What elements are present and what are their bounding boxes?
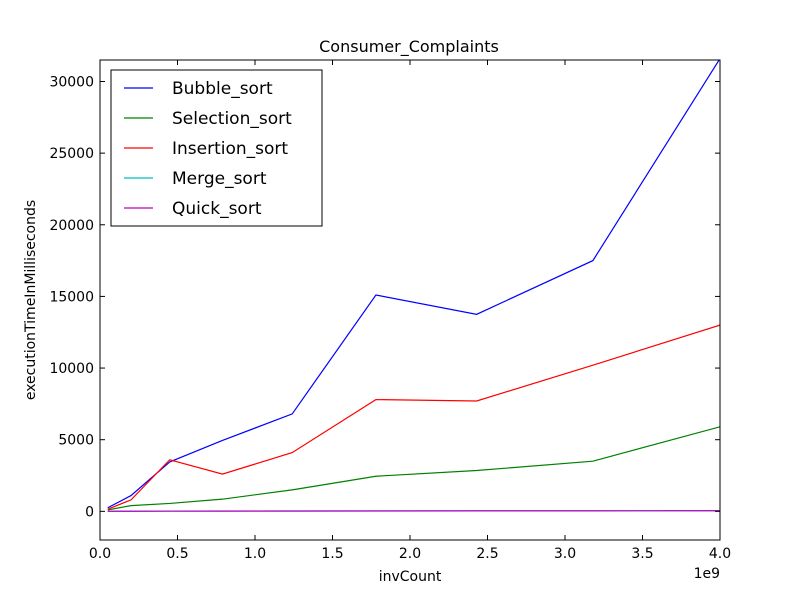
- plot-lines: [107, 60, 720, 512]
- x-tick-label: 0.5: [166, 546, 188, 562]
- series-line-quick-sort: [107, 510, 720, 512]
- series-line-bubble-sort: [107, 60, 720, 509]
- series-line-insertion-sort: [107, 324, 720, 510]
- x-axis-label: invCount: [379, 569, 442, 585]
- y-tick-label: 20000: [49, 218, 94, 234]
- legend-label: Quick_sort: [172, 199, 262, 219]
- y-tick-label: 0: [85, 504, 94, 520]
- x-tick-label: 4.0: [709, 546, 731, 562]
- x-tick-label: 3.0: [554, 546, 576, 562]
- x-tick-label: 2.0: [399, 546, 421, 562]
- x-tick-label: 1.0: [244, 546, 266, 562]
- legend-label: Selection_sort: [172, 109, 292, 129]
- x-tick-label: 0.0: [89, 546, 111, 562]
- y-axis: 0 5000 10000 15000 20000 25000 30000: [49, 74, 720, 520]
- x-axis: 0.0 0.5 1.0 1.5 2.0 2.5 3.0 3.5 4.0: [89, 60, 731, 562]
- legend: Bubble_sort Selection_sort Insertion_sort M…: [110, 69, 323, 227]
- legend-label: Bubble_sort: [172, 79, 273, 99]
- plot-frame: [99, 59, 721, 541]
- chart-title: Consumer_Complaints: [319, 37, 499, 57]
- x-tick-label: 1.5: [321, 546, 343, 562]
- x-axis-offset-label: 1e9: [694, 566, 720, 582]
- y-tick-label: 25000: [49, 146, 94, 162]
- x-tick-label: 2.5: [476, 546, 498, 562]
- y-tick-label: 15000: [49, 289, 94, 305]
- y-axis-label: executionTimeInMilliseconds: [23, 200, 39, 400]
- x-tick-label: 3.5: [631, 546, 653, 562]
- y-tick-label: 30000: [49, 74, 94, 90]
- legend-label: Merge_sort: [172, 169, 267, 189]
- series-line-selection-sort: [107, 426, 720, 511]
- y-tick-label: 5000: [58, 433, 94, 449]
- legend-label: Insertion_sort: [172, 139, 288, 159]
- y-tick-label: 10000: [49, 361, 94, 377]
